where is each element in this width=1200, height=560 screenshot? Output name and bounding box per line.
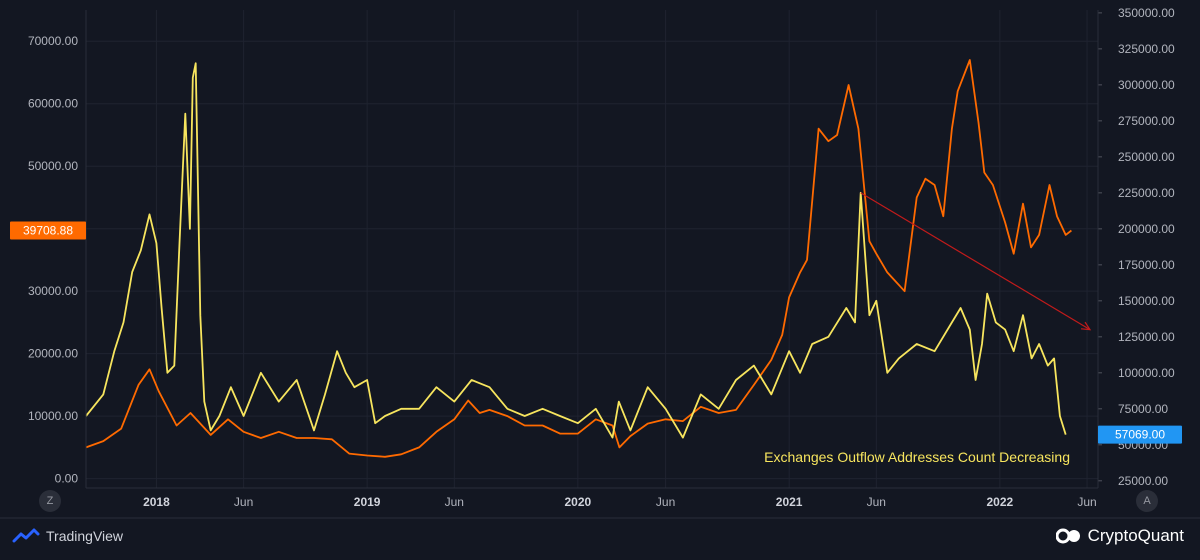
right-tick-label: 150000.00 — [1118, 294, 1175, 308]
x-tick-label: Jun — [445, 495, 464, 509]
auto-scale-button[interactable]: A — [1136, 490, 1158, 512]
trend-arrow-head — [1080, 321, 1092, 331]
x-tick-label: Jun — [1077, 495, 1096, 509]
cryptoquant-label: CryptoQuant — [1087, 526, 1184, 545]
trend-layer — [860, 192, 1092, 331]
zoom-button[interactable]: Z — [39, 490, 61, 512]
x-tick-label: 2022 — [987, 495, 1014, 509]
chart-annotation: Exchanges Outflow Addresses Count Decrea… — [764, 449, 1070, 465]
x-tick-label: 2021 — [776, 495, 803, 509]
left-tick-label: 10000.00 — [28, 409, 78, 423]
right-tick-label: 100000.00 — [1118, 366, 1175, 380]
price-badge-label: 39708.88 — [23, 224, 73, 238]
price-badge — [10, 221, 86, 240]
left-tick-label: 50000.00 — [28, 159, 78, 173]
right-tick-label: 225000.00 — [1118, 186, 1175, 200]
x-tick-label: 2019 — [354, 495, 381, 509]
x-tick-label: Jun — [234, 495, 253, 509]
left-tick-label: 60000.00 — [28, 97, 78, 111]
series-layer — [85, 59, 1072, 458]
cryptoquant-brand: CryptoQuant — [1055, 526, 1184, 546]
tradingview-brand[interactable]: TradingView — [12, 528, 123, 544]
right-tick-label: 200000.00 — [1118, 222, 1175, 236]
trend-arrow-line — [860, 192, 1091, 331]
right-tick-label: 175000.00 — [1118, 258, 1175, 272]
outflow-badge — [1098, 425, 1182, 444]
series-line-outflow — [85, 62, 1067, 439]
x-tick-label: 2020 — [565, 495, 592, 509]
series-line-price — [85, 59, 1072, 458]
left-tick-label: 30000.00 — [28, 284, 78, 298]
right-tick-label: 325000.00 — [1118, 42, 1175, 56]
right-tick-label: 275000.00 — [1118, 114, 1175, 128]
right-axis: 25000.0050000.0075000.00100000.00125000.… — [1098, 6, 1175, 488]
x-tick-label: Jun — [656, 495, 675, 509]
left-tick-label: 0.00 — [55, 472, 79, 486]
outflow-badge-label: 57069.00 — [1115, 428, 1165, 442]
tradingview-logo-icon — [12, 528, 40, 543]
left-axis: 0.0010000.0020000.0030000.0040000.005000… — [28, 34, 78, 485]
grid — [86, 10, 1098, 488]
left-tick-label: 20000.00 — [28, 347, 78, 361]
right-tick-label: 250000.00 — [1118, 150, 1175, 164]
badges: 39708.88 57069.00 — [10, 221, 1182, 444]
x-tick-label: Jun — [867, 495, 886, 509]
right-tick-label: 125000.00 — [1118, 330, 1175, 344]
right-tick-label: 300000.00 — [1118, 78, 1175, 92]
x-tick-label: 2018 — [143, 495, 170, 509]
right-tick-label: 75000.00 — [1118, 402, 1168, 416]
left-tick-label: 70000.00 — [28, 34, 78, 48]
tradingview-label: TradingView — [46, 528, 124, 544]
cryptoquant-logo-icon — [1055, 528, 1080, 544]
x-axis: 2018 Jun 2019 Jun 2020 Jun 2021 Jun 2022 Jun — [143, 495, 1097, 509]
plot-area — [86, 10, 1098, 488]
right-tick-label: 350000.00 — [1118, 6, 1175, 20]
right-tick-label: 25000.00 — [1118, 474, 1168, 488]
